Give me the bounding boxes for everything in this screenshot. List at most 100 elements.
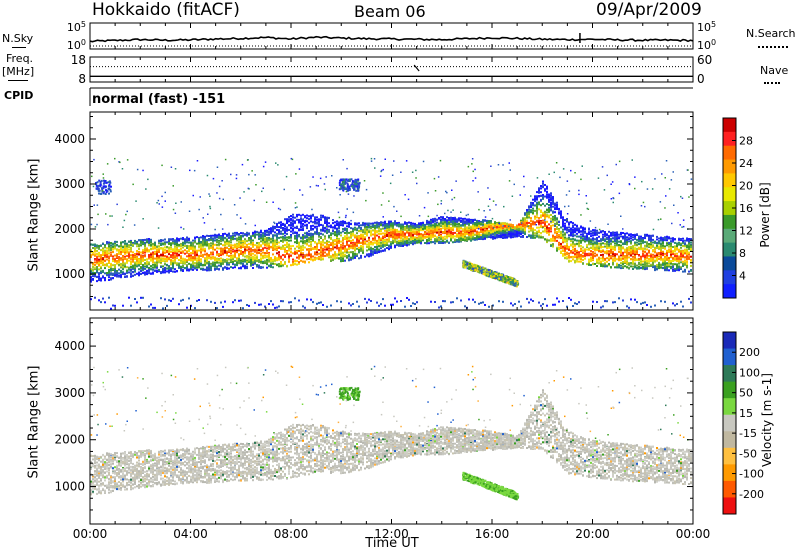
power-cell bbox=[294, 247, 296, 250]
power-cell bbox=[326, 254, 328, 257]
power-cell bbox=[380, 221, 382, 224]
power-cell bbox=[420, 242, 422, 244]
power-cell bbox=[218, 239, 220, 242]
power-cell bbox=[200, 262, 202, 265]
power-cell bbox=[254, 262, 256, 265]
power-cell bbox=[138, 253, 140, 256]
power-cell bbox=[398, 239, 400, 242]
power-cell bbox=[222, 253, 224, 256]
power-cell bbox=[358, 240, 360, 243]
power-cell bbox=[106, 241, 108, 244]
power-cell bbox=[232, 232, 234, 235]
power-cell bbox=[322, 214, 324, 217]
power-cell bbox=[264, 252, 266, 254]
power-cell bbox=[102, 269, 104, 272]
power-cell bbox=[208, 245, 210, 247]
power-cell bbox=[176, 252, 178, 255]
power-cell bbox=[336, 243, 338, 245]
power-cell bbox=[302, 256, 304, 259]
power-cell bbox=[120, 274, 122, 277]
power-cell bbox=[402, 244, 404, 247]
power-cell bbox=[174, 256, 176, 259]
power-cell bbox=[274, 231, 276, 234]
power-cell bbox=[206, 267, 208, 270]
power-cell bbox=[160, 258, 162, 261]
power-cell bbox=[244, 266, 246, 269]
power-cell bbox=[334, 224, 336, 227]
power-cell bbox=[166, 241, 168, 244]
power-cell bbox=[194, 251, 196, 254]
power-cell bbox=[110, 251, 112, 254]
power-cell bbox=[468, 219, 470, 222]
power-cell bbox=[96, 280, 98, 283]
power-cell bbox=[350, 236, 352, 239]
power-cell bbox=[318, 222, 320, 225]
power-cell bbox=[482, 219, 484, 222]
power-cell bbox=[464, 239, 466, 242]
power-cell bbox=[358, 246, 360, 249]
power-cell bbox=[294, 297, 296, 300]
power-cell bbox=[222, 251, 224, 254]
power-cell bbox=[468, 222, 470, 225]
power-cell bbox=[146, 258, 148, 261]
power-cell bbox=[108, 252, 110, 255]
power-cell bbox=[180, 269, 182, 272]
power-cell bbox=[158, 269, 160, 271]
power-cell bbox=[206, 242, 208, 244]
power-cell bbox=[172, 255, 174, 258]
power-cell bbox=[186, 255, 188, 258]
power-cell bbox=[274, 248, 276, 251]
power-cell bbox=[100, 265, 102, 268]
power-cell bbox=[170, 270, 172, 272]
power-cell bbox=[450, 235, 452, 238]
power-cell bbox=[440, 242, 442, 244]
power-cell bbox=[386, 225, 388, 228]
power-cell bbox=[218, 253, 220, 255]
power-cell bbox=[124, 249, 126, 252]
power-cell bbox=[476, 224, 478, 227]
power-cell bbox=[342, 257, 344, 260]
power-cell bbox=[268, 238, 270, 241]
power-cell bbox=[306, 231, 308, 234]
power-cell bbox=[314, 222, 316, 225]
power-cell bbox=[260, 245, 262, 248]
power-cell bbox=[214, 258, 216, 260]
power-cell bbox=[370, 243, 372, 246]
power-cell bbox=[136, 255, 138, 258]
power-cell bbox=[478, 222, 480, 225]
power-cell bbox=[108, 241, 110, 244]
power-cell bbox=[278, 241, 280, 244]
power-cell bbox=[324, 241, 326, 244]
power-cell bbox=[116, 254, 118, 257]
power-cell bbox=[128, 248, 130, 251]
power-cell bbox=[220, 238, 222, 241]
power-cell bbox=[418, 241, 420, 244]
power-cell bbox=[324, 235, 326, 238]
power-cell bbox=[140, 241, 142, 244]
power-cell bbox=[190, 244, 192, 247]
power-cell bbox=[210, 269, 212, 272]
power-cell bbox=[124, 244, 126, 247]
power-cell bbox=[482, 231, 484, 234]
power-cell bbox=[350, 256, 352, 259]
power-cell bbox=[132, 251, 134, 254]
power-cell bbox=[148, 254, 150, 256]
power-cell bbox=[232, 244, 234, 247]
power-cell bbox=[368, 242, 370, 245]
power-cell bbox=[480, 223, 482, 226]
power-cell bbox=[208, 265, 210, 268]
power-cell bbox=[476, 231, 478, 233]
power-cell bbox=[306, 240, 308, 243]
power-cell bbox=[210, 256, 212, 259]
power-cell bbox=[404, 226, 406, 229]
power-cell bbox=[198, 243, 200, 246]
power-cell bbox=[230, 256, 232, 259]
power-cell bbox=[346, 237, 348, 240]
power-cell bbox=[240, 244, 242, 247]
power-cell bbox=[404, 228, 406, 231]
power-cell bbox=[128, 256, 130, 259]
power-cell bbox=[164, 260, 166, 263]
power-cell bbox=[214, 233, 216, 236]
power-cell bbox=[154, 262, 156, 265]
power-cell bbox=[158, 247, 160, 250]
